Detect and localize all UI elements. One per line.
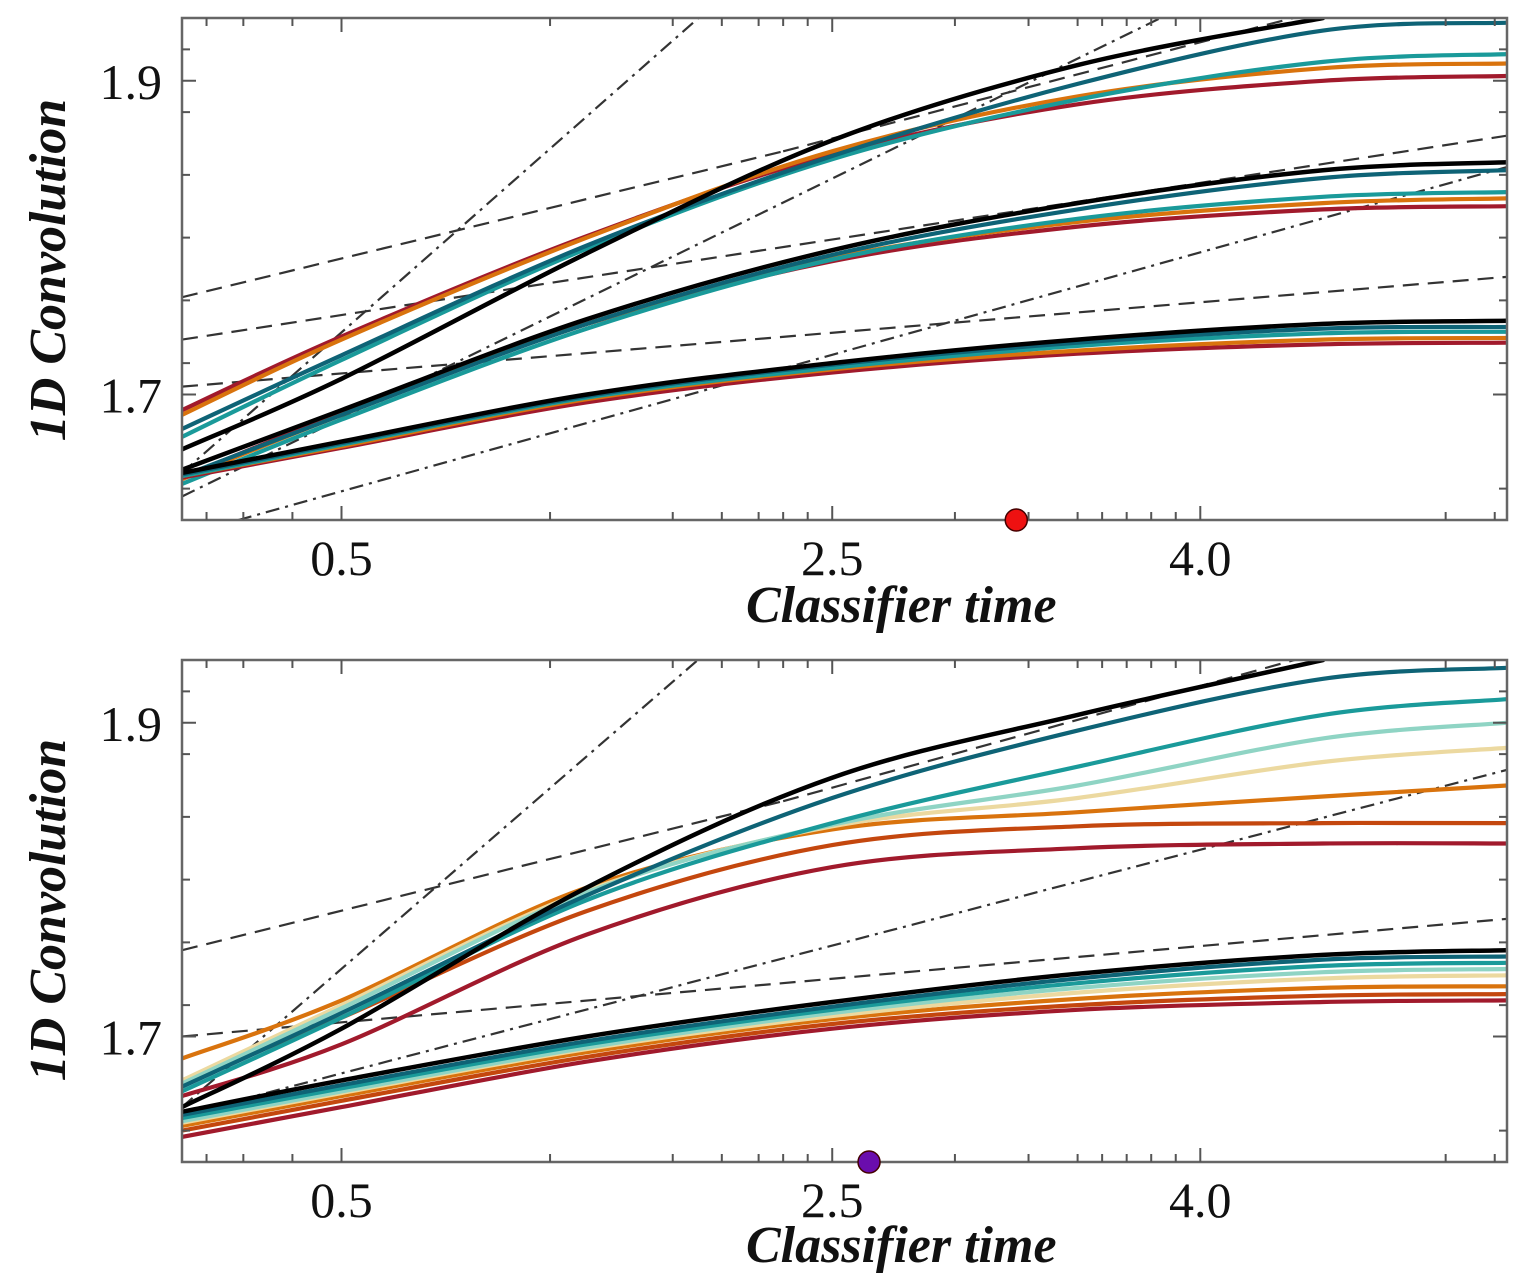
top-panel: 0.5 2.5 4.0 1.7 1.9 Classifier time 1D C…: [20, 16, 1509, 634]
top-x-axis-label: Classifier time: [746, 577, 1057, 634]
bottom-lower-series-7-line: [182, 998, 1507, 1139]
bottom-ticks: [182, 660, 1507, 1162]
bottom-upper-series-5-line: [182, 783, 1507, 1061]
bottom-marker-purple-dot: [857, 1150, 881, 1174]
bottom-upper-series-2-line: [182, 697, 1507, 1094]
bottom-upper-series-7-line: [182, 841, 1507, 1099]
bottom-lower-reference-line: [182, 947, 1507, 1115]
top-y-axis-label: 1D Convolution: [20, 99, 77, 441]
bottom-xtick-label-2: 4.0: [1169, 1172, 1232, 1228]
top-upper-series-3-line: [182, 61, 1507, 417]
bottom-x-axis-label: Classifier time: [746, 1217, 1057, 1274]
bottom-lower-series-2-line: [182, 960, 1507, 1121]
top-middle-series-2-line: [182, 190, 1507, 486]
top-xtick-label-0: 0.5: [310, 530, 373, 586]
bottom-reference-line-dashed-4: [182, 917, 1507, 1038]
bottom-ytick-label-1: 1.9: [100, 696, 163, 752]
bottom-lower-series-6-line: [182, 992, 1507, 1133]
bottom-lower-series-3-line: [182, 966, 1507, 1124]
bottom-lower-series-5-line: [182, 984, 1507, 1128]
bottom-upper-series-1-line: [182, 665, 1507, 1089]
bottom-xtick-label-1: 2.5: [801, 1172, 864, 1228]
top-reference-line-dashed-3: [182, 150, 784, 299]
top-axes-frame: [180, 16, 1509, 522]
top-upper-series-2-line: [182, 52, 1507, 439]
top-ytick-label-1: 1.9: [100, 54, 163, 110]
bottom-reference-line-dashed-3: [782, 660, 1299, 803]
top-xtick-label-2: 4.0: [1169, 530, 1232, 586]
top-upper-reference-line: [182, 18, 1326, 452]
bottom-upper-series-6-line: [182, 820, 1507, 1083]
bottom-panel: 0.5 2.5 4.0 1.7 1.9 Classifier time 1D C…: [20, 658, 1509, 1274]
top-reference-line-dashed-5: [182, 134, 1507, 341]
bottom-reference-line-dashed-2: [182, 800, 784, 952]
top-upper-series-1-line: [182, 20, 1507, 432]
top-reference-line-dashdot-0: [182, 18, 701, 474]
bottom-ytick-label-0: 1.7: [100, 1010, 163, 1066]
bottom-y-axis-label: 1D Convolution: [20, 739, 77, 1081]
top-marker-red-dot: [1004, 508, 1029, 532]
bottom-reference-line-dashdot-1: [182, 768, 1507, 1117]
top-xtick-label-1: 2.5: [801, 530, 864, 586]
top-middle-series-1-line: [182, 168, 1507, 479]
bottom-upper-reference-line: [182, 660, 1326, 1110]
top-ytick-label-0: 1.7: [100, 368, 163, 424]
top-lower-reference-line: [182, 318, 1507, 476]
bottom-plot-area: [182, 660, 1507, 1139]
top-reference-line-dashdot-2: [234, 165, 1507, 520]
top-plot-area: [182, 18, 1507, 520]
bottom-lower-series-1-line: [182, 954, 1507, 1117]
top-ticks: [182, 18, 1507, 520]
bottom-xtick-label-0: 0.5: [310, 1172, 373, 1228]
top-reference-line-dashed-6: [182, 275, 1507, 388]
bottom-axes-frame: [180, 658, 1509, 1164]
top-middle-reference-line: [182, 160, 1507, 473]
